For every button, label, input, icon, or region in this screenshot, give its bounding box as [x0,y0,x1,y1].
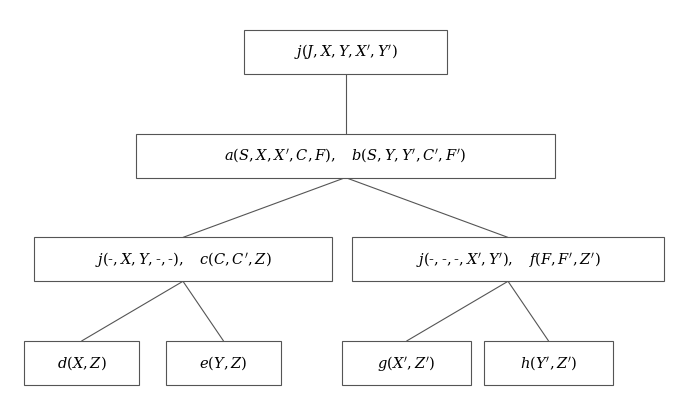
Text: $g(X^{\prime}, Z^{\prime})$: $g(X^{\prime}, Z^{\prime})$ [377,354,435,372]
FancyBboxPatch shape [484,341,613,385]
FancyBboxPatch shape [34,237,332,281]
FancyBboxPatch shape [23,341,139,385]
Text: $h(Y^{\prime}, Z^{\prime})$: $h(Y^{\prime}, Z^{\prime})$ [520,354,578,372]
Text: $e(Y, Z)$: $e(Y, Z)$ [200,354,247,372]
FancyBboxPatch shape [342,341,471,385]
Text: $a(S, X, X^{\prime}, C, F),\quad b(S, Y, Y^{\prime}, C^{\prime}, F^{\prime})$: $a(S, X, X^{\prime}, C, F),\quad b(S, Y,… [225,147,466,164]
FancyBboxPatch shape [166,341,281,385]
FancyBboxPatch shape [352,237,664,281]
Text: $j(\text{-}, \text{-}, \text{-}, X^{\prime}, Y^{\prime}),\quad f(F, F^{\prime}, : $j(\text{-}, \text{-}, \text{-}, X^{\pri… [416,250,600,269]
Text: $j(\text{-}, X, Y, \text{-}, \text{-}),\quad c(C, C^{\prime}, Z)$: $j(\text{-}, X, Y, \text{-}, \text{-}),\… [95,250,272,269]
FancyBboxPatch shape [135,133,556,177]
Text: $d(X, Z)$: $d(X, Z)$ [57,354,106,372]
Text: $j(J, X, Y, X^{\prime}, Y^{\prime})$: $j(J, X, Y, X^{\prime}, Y^{\prime})$ [294,42,397,61]
FancyBboxPatch shape [244,30,447,74]
